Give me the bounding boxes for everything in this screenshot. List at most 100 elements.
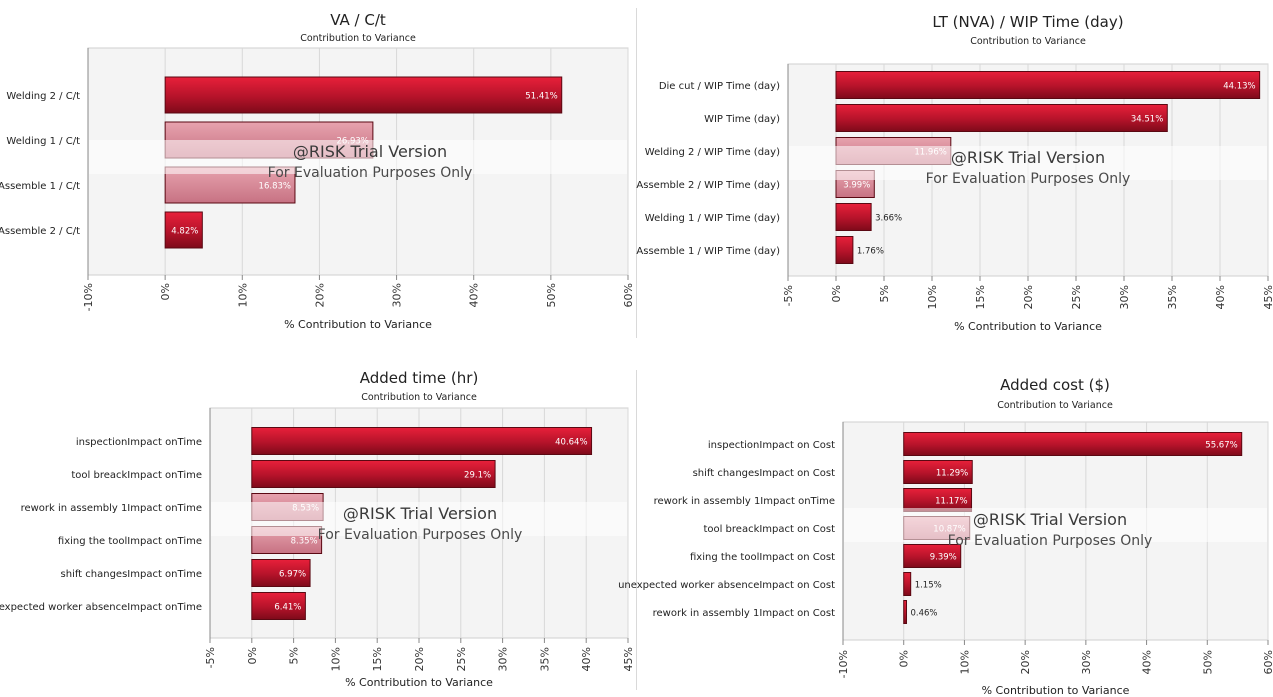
- data-label: 3.99%: [843, 181, 870, 191]
- bar: [251, 559, 311, 587]
- x-tick-label: 0%: [159, 283, 172, 300]
- x-axis-label: % Contribution to Variance: [345, 676, 493, 689]
- category-label: rework in assembly 1Impact on Cost: [653, 608, 835, 619]
- x-tick-label: 0%: [246, 647, 259, 664]
- chart-title: Added cost ($): [1000, 376, 1110, 394]
- x-tick-label: -5%: [204, 647, 217, 668]
- x-tick-label: 25%: [1070, 285, 1083, 309]
- bar: [903, 600, 908, 624]
- chart-subtitle: Contribution to Variance: [361, 392, 477, 403]
- x-axis-label: % Contribution to Variance: [284, 318, 432, 331]
- data-label: 4.82%: [171, 227, 198, 237]
- data-label: 44.13%: [1223, 82, 1255, 92]
- category-label: shift changesImpact on Cost: [693, 468, 835, 479]
- x-tick-label: 45%: [1262, 285, 1273, 309]
- x-tick-label: 40%: [580, 647, 593, 671]
- x-tick-label: -10%: [837, 650, 850, 678]
- data-label: 9.39%: [930, 553, 957, 563]
- bar: [164, 211, 203, 249]
- x-tick-label: -10%: [82, 283, 95, 311]
- category-label: Die cut / WIP Time (day): [659, 81, 780, 92]
- watermark-band: [89, 140, 627, 174]
- chart-title: VA / C/t: [330, 11, 386, 29]
- x-tick-label: 30%: [497, 647, 510, 671]
- category-label: inspectionImpact onTime: [76, 437, 202, 448]
- x-tick-label: 25%: [455, 647, 468, 671]
- watermark-band: [211, 502, 627, 536]
- watermark-subtitle: For Evaluation Purposes Only: [318, 527, 523, 543]
- x-tick-label: 50%: [545, 283, 558, 307]
- x-tick-label: 60%: [622, 283, 635, 307]
- x-axis-label: % Contribution to Variance: [954, 320, 1102, 333]
- vertical-divider-top: [636, 8, 637, 338]
- category-label: rework in assembly 1Impact onTime: [654, 496, 835, 507]
- x-tick-label: -5%: [782, 285, 795, 306]
- bar: [835, 236, 854, 264]
- data-label: 6.97%: [279, 570, 306, 580]
- x-tick-label: 35%: [1166, 285, 1179, 309]
- data-label: 51.41%: [525, 92, 557, 102]
- x-tick-label: 45%: [622, 647, 635, 671]
- watermark-title: @RISK Trial Version: [343, 504, 497, 523]
- x-tick-label: 10%: [236, 283, 249, 307]
- watermark-band: [844, 508, 1267, 542]
- category-label: rework in assembly 1Impact onTime: [21, 503, 202, 514]
- x-tick-label: 20%: [313, 283, 326, 307]
- x-axis-label: % Contribution to Variance: [982, 684, 1130, 697]
- watermark-subtitle: For Evaluation Purposes Only: [948, 533, 1153, 549]
- data-label: 40.64%: [555, 438, 587, 448]
- bar: [903, 460, 973, 484]
- vertical-divider-bottom: [636, 370, 637, 690]
- data-label: 16.83%: [259, 182, 291, 192]
- bar: [251, 592, 306, 620]
- x-tick-label: 60%: [1262, 650, 1273, 674]
- x-tick-label: 30%: [391, 283, 404, 307]
- chart-subtitle: Contribution to Variance: [997, 400, 1113, 411]
- watermark-title: @RISK Trial Version: [951, 148, 1105, 167]
- data-label: 34.51%: [1131, 115, 1163, 125]
- data-label: 1.15%: [915, 581, 942, 591]
- data-label: 8.35%: [291, 537, 318, 547]
- watermark-band: [789, 146, 1267, 180]
- x-tick-label: 20%: [413, 647, 426, 671]
- x-tick-label: 40%: [468, 283, 481, 307]
- data-label: 55.67%: [1205, 441, 1237, 451]
- category-label: Assemble 2 / WIP Time (day): [636, 180, 780, 191]
- category-label: Welding 2 / C/t: [6, 91, 80, 102]
- watermark-title: @RISK Trial Version: [293, 142, 447, 161]
- x-tick-label: 10%: [958, 650, 971, 674]
- data-label: 3.66%: [875, 214, 902, 224]
- data-label: 11.29%: [936, 469, 968, 479]
- category-label: Welding 1 / C/t: [6, 136, 80, 147]
- data-label: 29.1%: [464, 471, 491, 481]
- category-label: tool breackImpact on Cost: [703, 524, 835, 535]
- bar: [164, 76, 563, 114]
- category-label: shift changesImpact onTime: [61, 569, 202, 580]
- x-tick-label: 0%: [898, 650, 911, 667]
- x-tick-label: 0%: [830, 285, 843, 302]
- bar: [835, 104, 1168, 132]
- bar: [835, 203, 872, 231]
- chart-subtitle: Contribution to Variance: [970, 36, 1086, 47]
- x-tick-label: 15%: [974, 285, 987, 309]
- category-label: unexpected worker absenceImpact onTime: [0, 602, 202, 613]
- x-tick-label: 30%: [1080, 650, 1093, 674]
- x-tick-label: 40%: [1141, 650, 1154, 674]
- bar: [835, 71, 1261, 99]
- x-tick-label: 20%: [1019, 650, 1032, 674]
- chart-title: LT (NVA) / WIP Time (day): [932, 13, 1123, 31]
- x-tick-label: 35%: [538, 647, 551, 671]
- category-label: inspectionImpact on Cost: [708, 440, 835, 451]
- category-label: unexpected worker absenceImpact on Cost: [618, 580, 835, 591]
- bar: [251, 427, 593, 455]
- x-tick-label: 15%: [371, 647, 384, 671]
- data-label: 1.76%: [857, 247, 884, 257]
- data-label: 11.17%: [935, 497, 967, 507]
- category-label: Assemble 2 / C/t: [0, 226, 80, 237]
- category-label: fixing the toolImpact on Cost: [690, 552, 835, 563]
- category-label: tool breackImpact onTime: [71, 470, 202, 481]
- category-label: Assemble 1 / WIP Time (day): [636, 246, 780, 257]
- chart-title: Added time (hr): [360, 369, 479, 387]
- category-label: Assemble 1 / C/t: [0, 181, 80, 192]
